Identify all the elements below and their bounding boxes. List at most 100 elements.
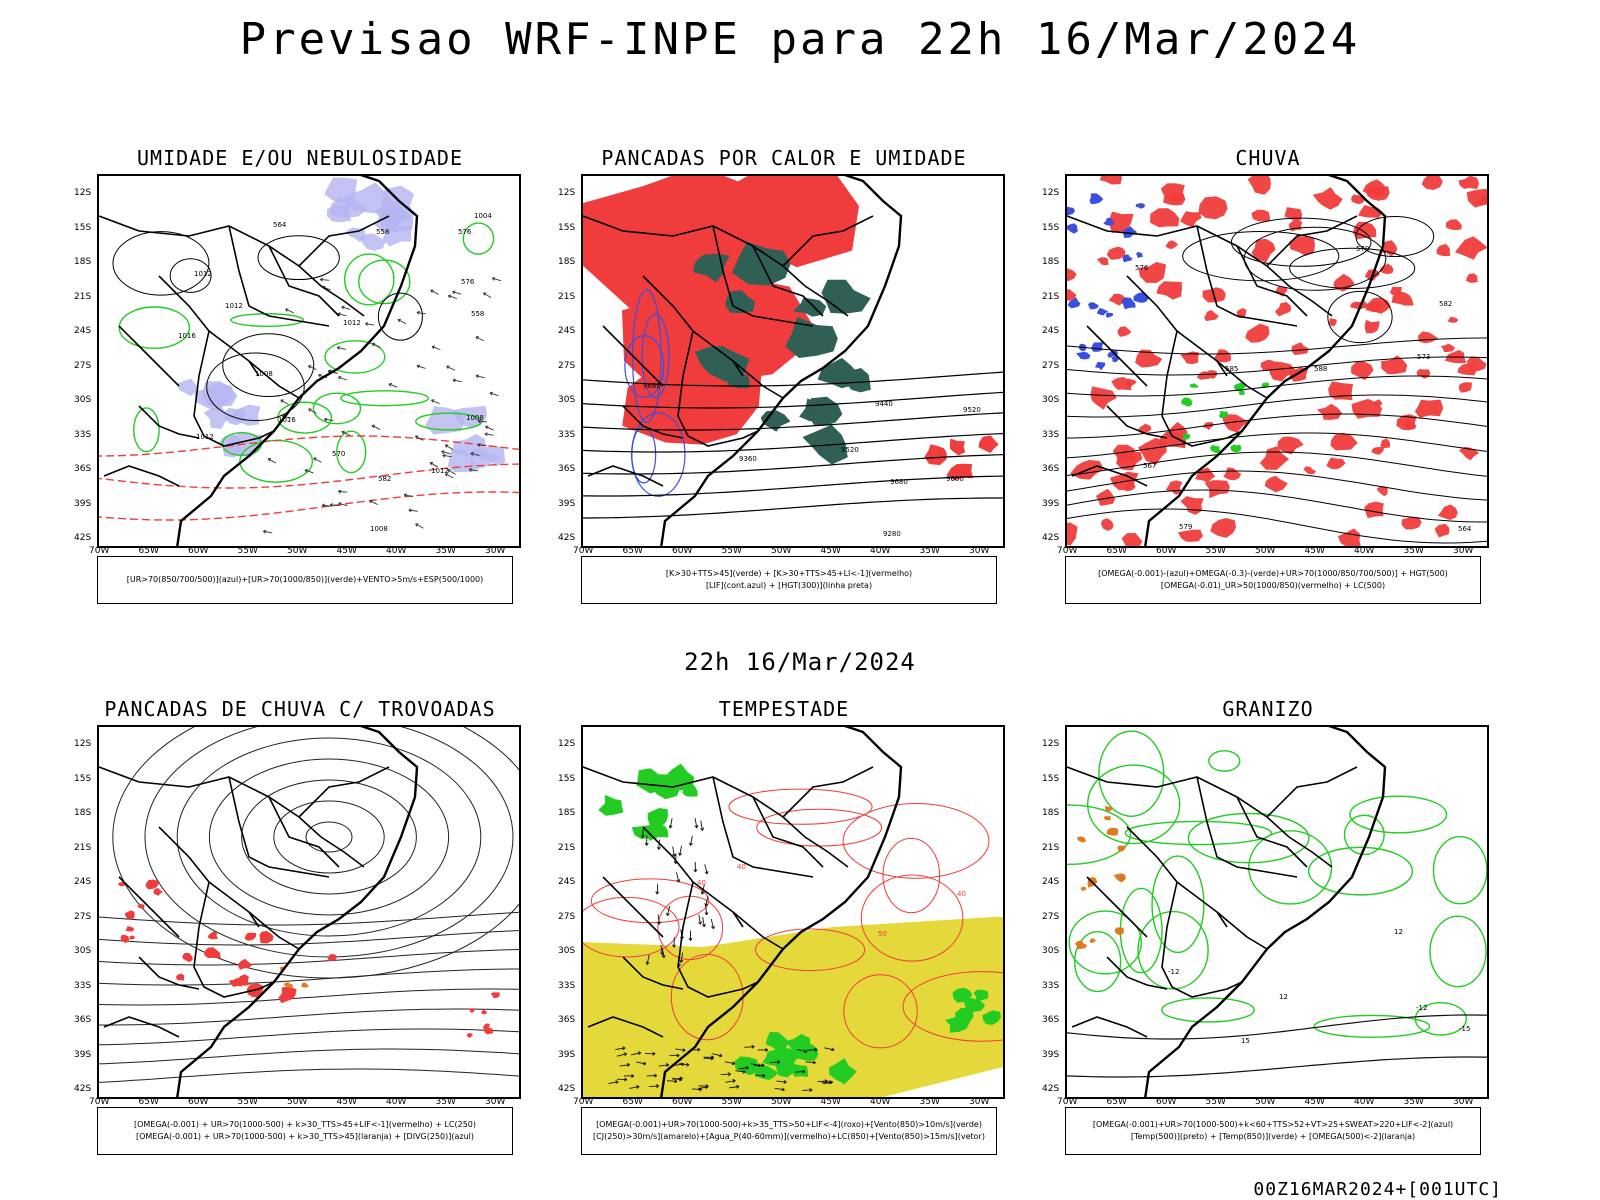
- wind-vector: [704, 903, 709, 907]
- wind-vector: [492, 277, 502, 282]
- lat-tick-label: 24S: [558, 877, 576, 887]
- lat-tick-label: 21S: [558, 291, 576, 302]
- lat-tick-label: 30S: [74, 395, 92, 405]
- wind-vector: [442, 453, 446, 458]
- red-rain-area: [1447, 316, 1459, 323]
- country-border: [712, 225, 814, 327]
- country-border: [1236, 245, 1308, 317]
- lat-tick-label: 21S: [74, 842, 92, 853]
- red-rain-area: [1165, 240, 1179, 250]
- hgt500-contour: [1289, 247, 1416, 289]
- wind-vector: [764, 1048, 769, 1052]
- country-border: [1196, 225, 1298, 327]
- red-rain-area: [1204, 310, 1219, 322]
- contour-label: 576: [461, 278, 475, 286]
- wind-vector: [690, 835, 693, 846]
- orange-omega-area: [1114, 927, 1124, 936]
- lat-tick-label: 21S: [1042, 842, 1060, 853]
- wind-vector: [783, 1080, 787, 1084]
- wind-vector: [308, 408, 312, 412]
- lon-tick-label: 40W: [386, 546, 407, 556]
- wind-vector: [658, 839, 660, 850]
- red-rain-area: [1210, 518, 1236, 538]
- wind-vector: [742, 1069, 746, 1074]
- wind-vector: [648, 1085, 659, 1088]
- red-rain-area: [1196, 371, 1210, 380]
- lon-tick-label: 45W: [820, 546, 841, 556]
- wind-vector: [776, 1080, 787, 1083]
- country-border: [118, 325, 180, 387]
- hgt500-contour: [1067, 394, 1487, 418]
- darkgreen-instability-area: [809, 396, 843, 426]
- wind-vector: [697, 1047, 701, 1052]
- wind-vector: [666, 912, 670, 917]
- panel-trovoadas: PANCADAS DE CHUVA C/ TROVOADAS [OMEGA(-0…: [74, 697, 560, 1157]
- wind-vector: [452, 378, 456, 383]
- legend-line: [Temp(500)](preto) + [Temp(850)](verde) …: [1130, 1132, 1416, 1141]
- hgt500-contour: [1067, 413, 1487, 439]
- lon-tick-label: 50W: [287, 546, 308, 556]
- lat-tick-label: 27S: [74, 360, 92, 371]
- lavender-cloud-area: [345, 182, 393, 215]
- wind-vector: [672, 846, 675, 857]
- panel-title: TEMPESTADE: [718, 697, 850, 721]
- hgt300-contour: [583, 454, 1003, 475]
- wind-vector: [655, 891, 660, 895]
- lon-tick-label: 65W: [138, 546, 159, 556]
- thickness-red-dashed: [99, 463, 519, 489]
- wind-vector: [475, 336, 485, 342]
- red-rain-area: [1317, 403, 1342, 420]
- hgt500-contour: [1067, 356, 1487, 376]
- wind-vector: [657, 846, 661, 850]
- streamline: [99, 1008, 519, 1026]
- wind-vector: [665, 1063, 670, 1067]
- red-rain-area: [1390, 286, 1402, 296]
- country-border: [732, 911, 784, 950]
- wind-vector: [308, 365, 317, 371]
- map-layers: 588 585 582 579 576 573 570 567 564: [1067, 176, 1487, 546]
- wind-vector: [645, 961, 650, 965]
- wind-vector: [371, 424, 381, 430]
- country-border: [298, 215, 390, 267]
- wind-vector: [483, 292, 492, 299]
- lat-tick-label: 39S: [74, 1049, 92, 1060]
- temp850-contour: [1161, 997, 1255, 1023]
- red-rain-area: [1289, 236, 1315, 256]
- country-border: [1086, 325, 1148, 387]
- wind-vector: [371, 343, 381, 348]
- wind-vector: [282, 415, 291, 419]
- lon-tick-label: 45W: [1304, 1097, 1325, 1107]
- wind-vector: [338, 376, 348, 381]
- red-rain-area: [1090, 386, 1117, 410]
- red-rain-area: [1455, 236, 1487, 260]
- temp850-contour: [1313, 1014, 1431, 1038]
- wind-vector: [675, 1048, 686, 1051]
- streamline: [99, 948, 519, 966]
- wind-vector: [313, 457, 322, 463]
- lavender-cloud-area: [193, 382, 235, 411]
- wind-vector: [828, 1080, 832, 1085]
- country-border: [248, 360, 300, 399]
- red-contour: [755, 928, 866, 972]
- temp850-contour: [1432, 836, 1487, 905]
- wind-vector: [805, 1061, 816, 1064]
- lat-tick-label: 39S: [558, 1049, 576, 1060]
- humidity-green-contour: [462, 222, 495, 255]
- wind-vector: [475, 375, 485, 379]
- wind-vector: [781, 1087, 785, 1092]
- lat-tick-label: 15S: [558, 773, 576, 784]
- red-storm-area: [246, 983, 265, 998]
- wind-vector: [642, 827, 644, 838]
- wind-vector: [445, 444, 454, 450]
- wind-vector: [365, 322, 369, 326]
- red-rain-area: [1364, 501, 1384, 519]
- red-contour: [842, 803, 990, 879]
- lat-tick-label: 18S: [74, 257, 92, 267]
- streamline: [208, 758, 450, 916]
- orange-omega-area: [1113, 873, 1126, 883]
- red-rain-area: [1067, 522, 1078, 546]
- country-border: [1216, 911, 1268, 950]
- red-rain-area: [1177, 529, 1203, 542]
- contour-label: -12: [1168, 968, 1179, 976]
- wind-vector: [809, 1088, 813, 1093]
